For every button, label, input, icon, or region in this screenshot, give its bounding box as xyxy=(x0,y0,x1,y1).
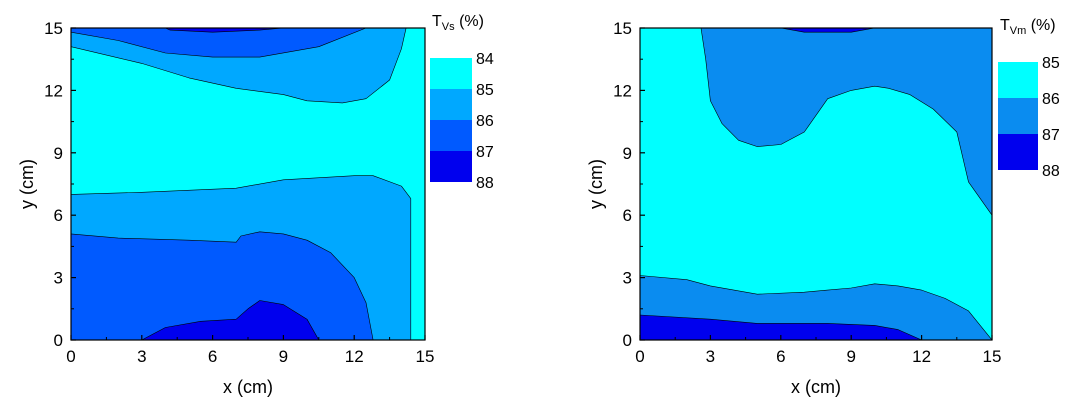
legend-level-label: 85 xyxy=(1042,55,1060,72)
x-tick-label: 12 xyxy=(345,347,364,366)
y-tick-label: 3 xyxy=(623,269,632,288)
legend-title: TVm (%) xyxy=(1000,17,1056,37)
y-axis-title: y (cm) xyxy=(17,159,37,209)
legend-level-label: 86 xyxy=(1042,91,1060,108)
legend-level-label: 88 xyxy=(476,175,494,192)
legend-swatch xyxy=(430,58,472,89)
legend-level-label: 87 xyxy=(1042,127,1060,144)
x-tick-label: 9 xyxy=(846,347,855,366)
legend-title-unit: (%) xyxy=(1026,17,1055,34)
x-tick-label: 0 xyxy=(635,347,644,366)
legend-level-label: 84 xyxy=(476,51,494,68)
y-tick-label: 9 xyxy=(623,144,632,163)
y-tick-label: 12 xyxy=(44,81,63,100)
x-tick-label: 3 xyxy=(137,347,146,366)
legend: 84 85 86 87 88 xyxy=(430,51,494,192)
contour-region-86-87 xyxy=(71,28,367,58)
legend: 85 86 87 88 xyxy=(998,55,1060,180)
y-tick-label: 6 xyxy=(623,206,632,225)
legend-swatch xyxy=(998,62,1038,98)
contour-region-87-88 xyxy=(640,314,922,340)
y-tick-label: 15 xyxy=(613,19,632,38)
x-axis-title: x (cm) xyxy=(791,377,841,397)
legend-level-label: 87 xyxy=(476,144,494,161)
contour-region-87-88 xyxy=(141,300,320,340)
legend-title-sub: Vm xyxy=(1010,25,1027,37)
legend-level-label: 85 xyxy=(476,82,494,99)
x-tick-label: 0 xyxy=(66,347,75,366)
y-tick-label: 0 xyxy=(54,331,63,350)
y-tick-label: 3 xyxy=(54,269,63,288)
legend-title-sub: Vs xyxy=(442,21,455,33)
contour-region-86-87 xyxy=(700,28,992,216)
contour-region-87-88 xyxy=(165,28,284,33)
legend-title-main: T xyxy=(432,13,442,30)
x-tick-label: 15 xyxy=(983,347,1002,366)
legend-level-label: 86 xyxy=(476,113,494,130)
x-tick-label: 12 xyxy=(912,347,931,366)
y-tick-label: 6 xyxy=(54,206,63,225)
x-tick-label: 9 xyxy=(279,347,288,366)
contour-regions xyxy=(71,28,425,340)
x-axis-title: x (cm) xyxy=(223,377,273,397)
legend-title-main: T xyxy=(1000,17,1010,34)
legend-title-unit: (%) xyxy=(455,13,484,30)
legend-swatch xyxy=(430,151,472,182)
x-tick-label: 15 xyxy=(416,347,435,366)
legend-swatch xyxy=(430,89,472,120)
x-tick-label: 6 xyxy=(208,347,217,366)
legend-title: TVs (%) xyxy=(432,13,484,33)
legend-swatch xyxy=(998,98,1038,134)
y-axis-title: y (cm) xyxy=(586,159,606,209)
legend-level-label: 88 xyxy=(1042,163,1060,180)
legend-swatch xyxy=(430,120,472,151)
x-tick-label: 3 xyxy=(706,347,715,366)
contour-region-87-88 xyxy=(780,28,876,33)
y-tick-label: 15 xyxy=(44,19,63,38)
legend-swatch xyxy=(998,134,1038,170)
y-tick-label: 0 xyxy=(623,331,632,350)
y-tick-label: 12 xyxy=(613,81,632,100)
contour-regions xyxy=(640,28,992,340)
x-tick-label: 6 xyxy=(776,347,785,366)
contour-region-86-87 xyxy=(71,231,374,340)
y-tick-label: 9 xyxy=(54,144,63,163)
